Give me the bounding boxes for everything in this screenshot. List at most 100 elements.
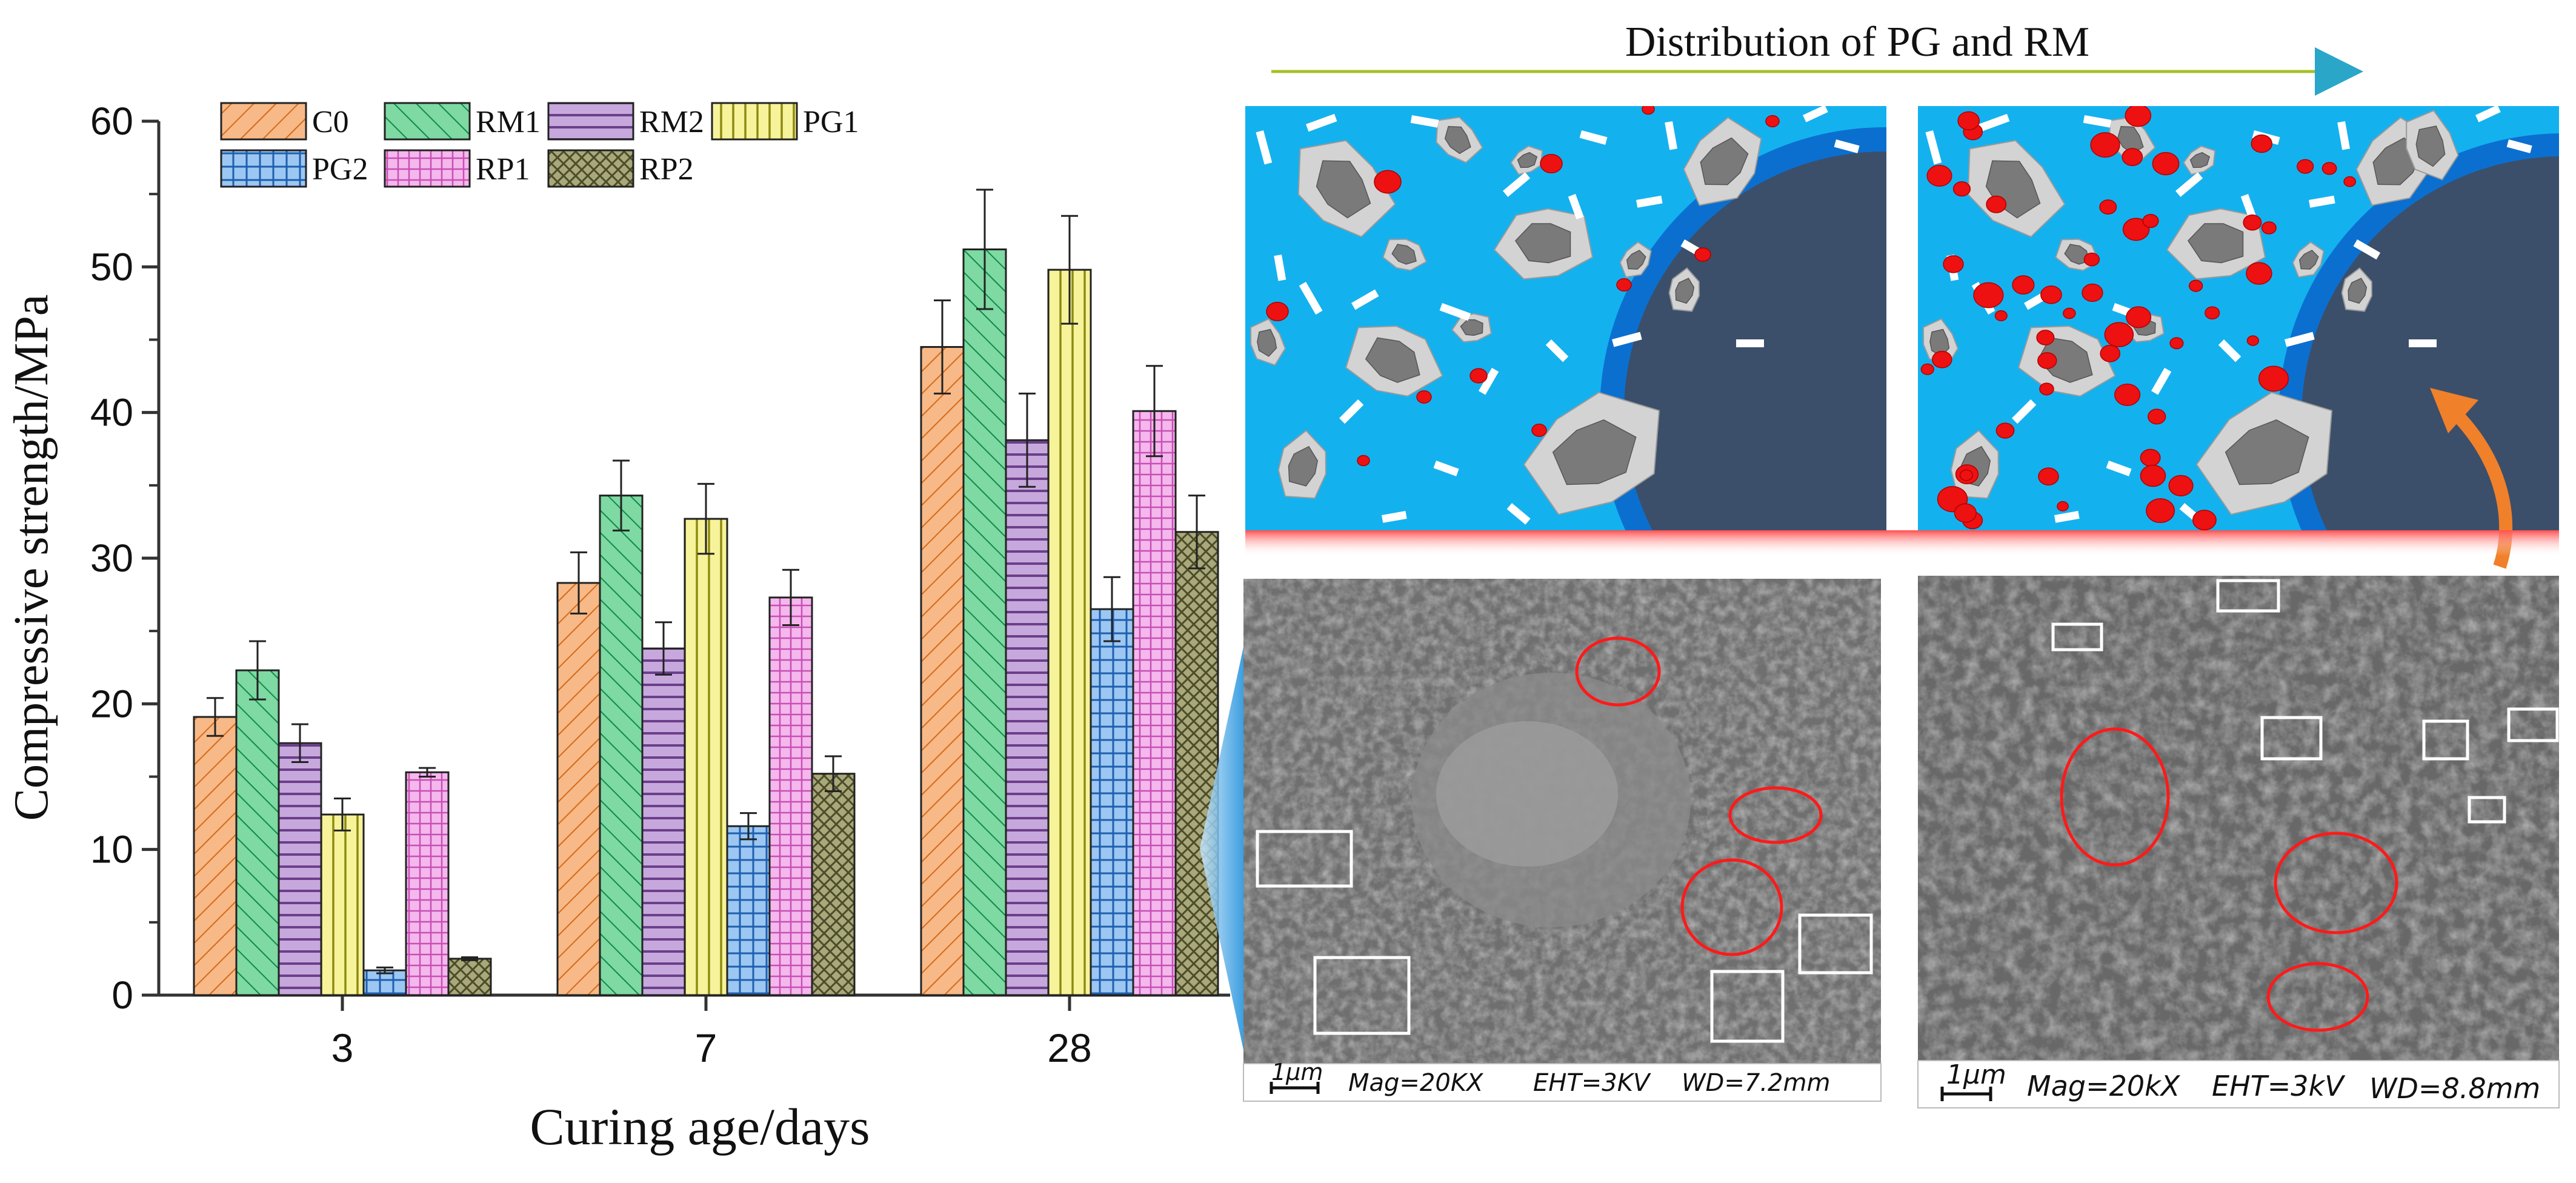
white-marker-box [1313,956,1411,1035]
red-mud-particle [1374,170,1402,194]
hydration-needle [2240,193,2257,220]
red-mud-particle [2125,106,2152,127]
hydration-needle [2409,339,2437,347]
legend-swatch [547,149,634,188]
legend-swatch [384,102,471,141]
red-mud-particle [2297,159,2314,174]
sem-right-wd: WD=8.8mm [2369,1072,2540,1105]
sem-image-right: 1μm Mag=20kX EHT=3kV WD=8.8mm [1917,576,2560,1108]
bar-c0-day-7 [556,582,601,996]
bar-pg1-day-28 [1047,268,1092,996]
hydration-needle [1506,503,1531,525]
white-marker-box [1256,830,1353,888]
bar-pg2-day-28 [1090,608,1134,996]
white-marker-box [1710,970,1785,1043]
y-tick-group: 0 10 20 30 40 50 60 [90,99,159,1017]
red-mud-particle [1266,301,1289,322]
sem-image-left: 1μm Mag=20KX EHT=3KV WD=7.2mm [1243,579,1882,1102]
hydration-needle [2151,367,2172,395]
white-marker-box [2260,716,2323,761]
error-bar-c0-day-7 [570,551,587,615]
error-bar-rm2-day-7 [655,621,672,676]
x-tick-label: 3 [331,1025,354,1070]
error-bar-pg1-day-7 [697,482,714,555]
red-mud-particle [2126,306,2152,328]
hydration-needle [2308,195,2335,208]
red-marker-ellipse [2266,962,2369,1032]
error-bar-rm1-day-3 [249,640,266,701]
pg-rm-distribution-schematic: Distribution of PG and RM [1200,19,2559,1067]
red-mud-particle [1943,255,1964,273]
white-marker-box [2468,796,2506,824]
hydration-needle [1834,139,1860,153]
red-mud-particle [1357,455,1370,467]
red-mud-particle [2037,352,2057,369]
hydration-needle [2083,115,2112,128]
hydration-needle [2284,332,2315,347]
red-mud-particle [2146,498,2175,524]
error-bar-pg2-day-3 [376,966,393,975]
particle-layer-right [1920,106,2532,530]
y-tick-label: 30 [90,536,133,580]
legend-swatch [547,102,634,141]
bar-pg2-day-7 [726,825,771,996]
hydration-needle [1439,303,1471,321]
white-marker-box [1798,913,1873,975]
error-bar-pg2-day-7 [740,812,757,841]
hydration-needle [1299,282,1323,315]
hydration-needle [1925,130,1942,165]
bar-pg1-day-3 [320,813,365,996]
bar-c0-day-3 [193,716,238,996]
red-mud-particle [2090,132,2120,158]
red-marker-ellipse [1575,636,1661,707]
red-mud-particle [1994,310,2008,322]
legend-label: RP2 [639,152,694,187]
red-mud-particle [2039,382,2054,396]
hydration-needle [2054,511,2080,523]
bar-rm2-day-7 [641,647,686,996]
hydration-needle [2218,339,2242,362]
hydration-needle [1612,332,1642,347]
red-mud-particle [2099,199,2117,215]
red-mud-particle [2188,279,2203,292]
bar-series-group [193,188,1219,996]
x-tick-label: 28 [1047,1025,1091,1070]
red-mud-particle [2083,252,2100,267]
schematic-title: Distribution of PG and RM [1625,19,2089,65]
legend-label: RM1 [476,105,541,139]
red-mud-particle [2012,275,2035,295]
legend-swatch [220,102,307,141]
red-mud-particle [1954,503,1977,523]
x-axis: 3 7 28 [159,993,1230,1070]
error-bar-rm1-day-7 [613,459,630,532]
red-mud-particle [2104,322,2134,347]
legend-label: RM2 [639,105,704,139]
bar-rp1-day-28 [1132,410,1177,996]
red-mud-particle [2148,408,2166,425]
red-mud-particle [2246,262,2272,285]
hydration-needle [1256,130,1273,165]
sem-left-mag: Mag=20KX [1348,1069,1484,1097]
chart-legend: C0 RM1 RM2 PG1 PG2 RP1 RP2 [220,102,859,188]
hydration-needle [1503,172,1531,197]
hydration-needle [1568,194,1584,220]
hydration-needle [1545,339,1569,362]
red-mud-particle [2122,148,2143,167]
y-tick-label: 50 [90,245,133,288]
hydration-needle [2353,239,2381,260]
bar-rp1-day-3 [405,771,450,996]
legend-item-rp2: RP2 [547,149,694,188]
legend-item-pg1: PG1 [711,102,859,141]
legend-item-rm2: RM2 [547,102,704,141]
red-mud-particle [2251,134,2272,153]
legend-label: PG2 [312,152,368,187]
red-mud-particle [2036,330,2055,345]
sem-right-mag: Mag=20kX [2027,1070,2181,1102]
hydration-needle [1274,255,1286,281]
red-mud-particle [1765,115,1780,128]
red-mud-particle [2057,501,2069,512]
error-bar-c0-day-3 [207,697,224,737]
schematic-panel-high [1918,106,2559,569]
hydration-needle [1636,195,1663,208]
